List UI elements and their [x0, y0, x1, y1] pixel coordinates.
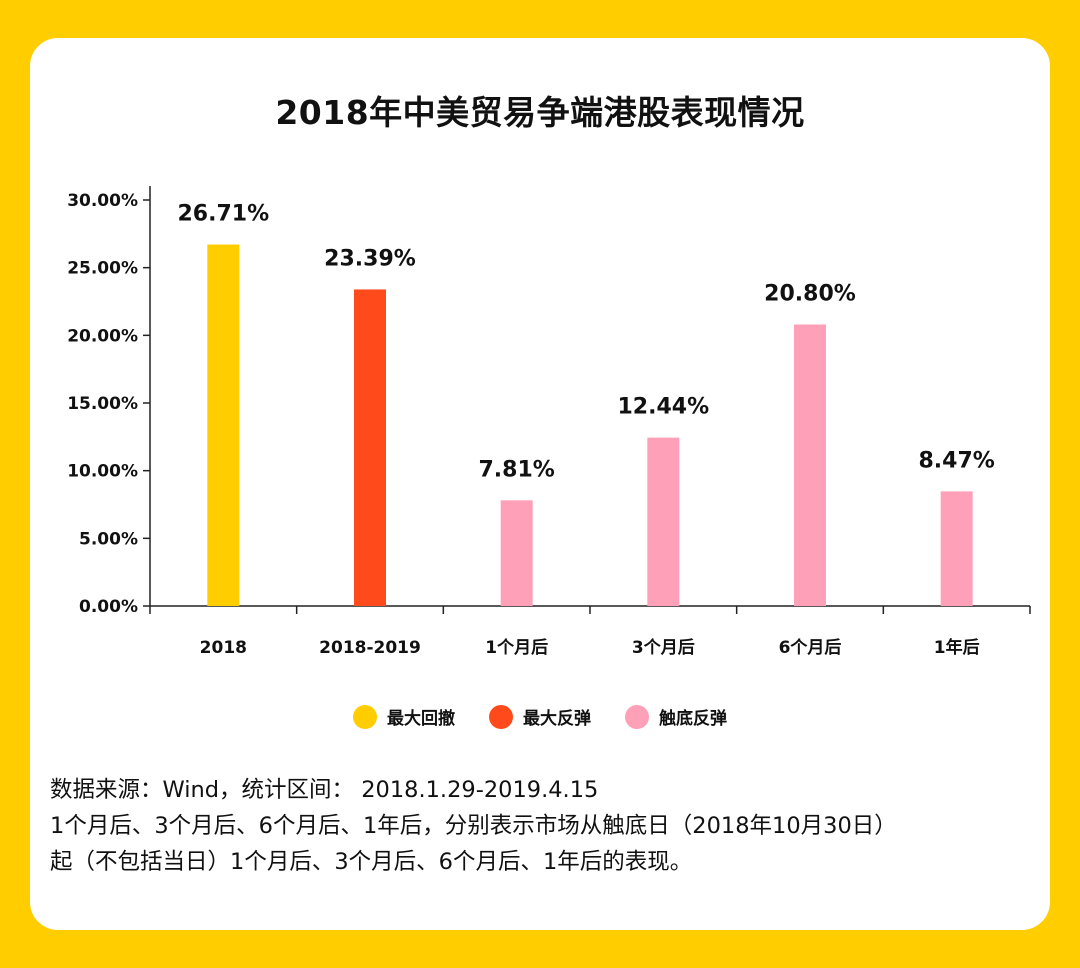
card: 2018年中美贸易争端港股表现情况 0.00% 5.00% 10.00% 15.00%… — [30, 38, 1050, 930]
legend-label: 最大回撤 — [387, 709, 455, 729]
bar-0 — [207, 244, 240, 607]
legend-item-2: 触底反弹 — [625, 704, 727, 729]
legend-swatch — [489, 704, 513, 729]
legend-label: 触底反弹 — [659, 709, 727, 729]
x-tick-label-4: 6个月后 — [779, 637, 842, 658]
bar-1 — [354, 289, 386, 606]
x-tick-label-0: 2018 — [200, 638, 247, 658]
data-label-0: 26.71% — [178, 202, 270, 227]
y-tick-label: 5.00% — [79, 529, 138, 549]
y-tick-label: 20.00% — [67, 326, 138, 346]
x-tick-label-2: 1个月后 — [485, 637, 548, 658]
legend-label: 最大反弹 — [523, 709, 591, 729]
legend-swatch — [625, 704, 649, 729]
y-tick-label: 30.00% — [67, 191, 138, 211]
y-tick-label: 25.00% — [67, 259, 138, 279]
y-tick-label: 10.00% — [67, 462, 138, 482]
y-tick-label: 0.00% — [79, 597, 138, 617]
data-label-5: 8.47% — [919, 448, 995, 473]
source-notes: 数据来源：Wind，统计区间： 2018.1.29-2019.4.15 1个月后… — [50, 772, 1040, 880]
legend: 最大回撤 最大反弹 触底反弹 — [30, 704, 1050, 729]
x-tick-label-5: 1年后 — [934, 637, 980, 658]
note-line-1: 数据来源：Wind，统计区间： 2018.1.29-2019.4.15 — [50, 777, 599, 803]
legend-swatch — [353, 704, 377, 729]
bar-5 — [940, 491, 973, 606]
chart-title: 2018年中美贸易争端港股表现情况 — [275, 93, 805, 132]
data-label-4: 20.80% — [764, 282, 856, 307]
bar-chart: 0.00% 5.00% 10.00% 15.00% 20.00% 25.00% 30.00%… — [67, 186, 1031, 658]
note-line-2: 1个月后、3个月后、6个月后、1年后，分别表示市场从触底日（2018年10月30… — [50, 813, 897, 839]
x-tick-label-3: 3个月后 — [632, 637, 695, 658]
bar-3 — [647, 437, 680, 606]
data-label-3: 12.44% — [618, 395, 710, 420]
y-tick-label: 15.00% — [67, 394, 138, 414]
legend-item-0: 最大回撤 — [353, 704, 455, 729]
bar-2 — [500, 500, 533, 606]
data-label-1: 23.39% — [324, 246, 416, 271]
legend-item-1: 最大反弹 — [489, 704, 591, 729]
x-tick-label-1: 2018-2019 — [319, 638, 421, 658]
data-label-2: 7.81% — [479, 457, 555, 482]
note-line-3: 起（不包括当日）1个月后、3个月后、6个月后、1年后的表现。 — [50, 849, 693, 875]
bar-4 — [794, 324, 826, 606]
